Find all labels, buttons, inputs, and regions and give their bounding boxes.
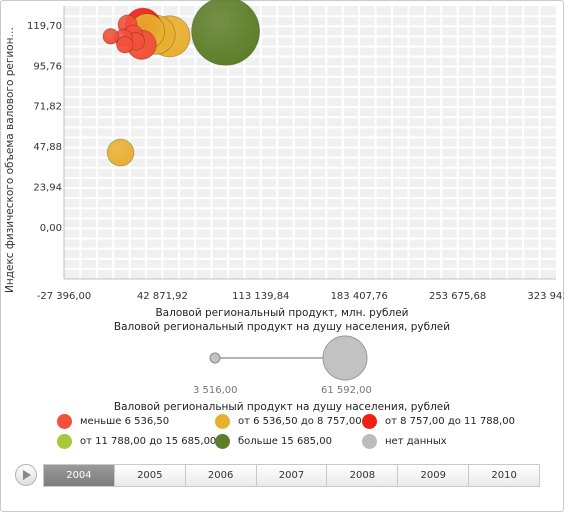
legend-dot-4 [215,434,230,449]
legend-dot-5 [362,434,377,449]
year-selector: 2004 2005 2006 2007 2008 2009 2010 [43,464,540,487]
y-tick-label: 119,70 [27,21,62,32]
legend-dot-0 [57,414,72,429]
y-axis-title: Индекс физического объема валового регио… [4,23,16,293]
size-legend-title: Валовой региональный продукт на душу нас… [113,321,451,333]
legend-label-2: от 8 757,00 до 11 788,00 [385,416,515,427]
year-tab-2010[interactable]: 2010 [491,470,517,481]
y-tick-label: 0,00 [40,223,62,234]
legend-label-4: больше 15 685,00 [238,436,332,447]
timeline-player: 2004 2005 2006 2007 2008 2009 2010 [15,464,540,488]
size-legend-min-bubble [209,352,221,364]
x-tick-label: 253 675,68 [429,291,486,302]
legend-item-3: от 11 788,00 до 15 685,00 [57,434,216,449]
year-tab-2004[interactable]: 2004 [44,465,115,486]
play-button[interactable] [15,464,37,486]
year-tab-2005[interactable]: 2005 [115,465,186,486]
legend-item-4: больше 15 685,00 [215,434,332,449]
x-tick-label: 323 943,60 [527,291,564,302]
x-tick-label: 113 139,84 [232,291,289,302]
x-tick-label: 183 407,76 [331,291,388,302]
data-bubble [102,28,119,45]
legend-label-0: меньше 6 536,50 [80,416,170,427]
y-tick-label: 71,82 [33,102,62,113]
bubble-chart: 0,00 23,94 47,88 71,82 95,76 119,70 -27 396,00… [27,0,564,302]
size-legend-max-bubble [322,335,368,381]
size-min-label: 3 516,00 [193,385,238,396]
legend-label-1: от 6 536,50 до 8 757,00 [238,416,362,427]
data-bubble [116,36,134,54]
year-tab-2008[interactable]: 2008 [327,465,399,486]
y-tick-label: 95,76 [33,61,62,72]
size-legend [209,335,368,381]
data-bubble [191,0,260,66]
legend-item-1: от 6 536,50 до 8 757,00 [215,414,362,429]
legend-dot-3 [57,434,72,449]
year-tab-2007[interactable]: 2007 [257,465,328,486]
legend-dot-2 [362,414,377,429]
x-tick-label: 42 871,92 [137,291,188,302]
legend-dot-1 [215,414,230,429]
legend-item-0: меньше 6 536,50 [57,414,169,429]
x-tick-label: -27 396,00 [37,291,92,302]
legend-item-5: нет данных [362,434,447,449]
year-tab-2006[interactable]: 2006 [186,465,257,486]
year-tab-2009[interactable]: 2009 [398,465,470,486]
x-axis-title: Валовой региональный продукт, млн. рубле… [155,307,409,319]
legend-label-5: нет данных [385,436,447,447]
size-max-label: 61 592,00 [321,385,372,396]
data-bubble [106,138,135,167]
y-tick-label: 47,88 [33,142,62,153]
legend-label-3: от 11 788,00 до 15 685,00 [80,436,217,447]
play-icon [23,470,31,480]
color-legend-title: Валовой региональный продукт на душу нас… [113,401,451,413]
y-tick-label: 23,94 [33,182,62,193]
legend-item-2: от 8 757,00 до 11 788,00 [362,414,515,429]
